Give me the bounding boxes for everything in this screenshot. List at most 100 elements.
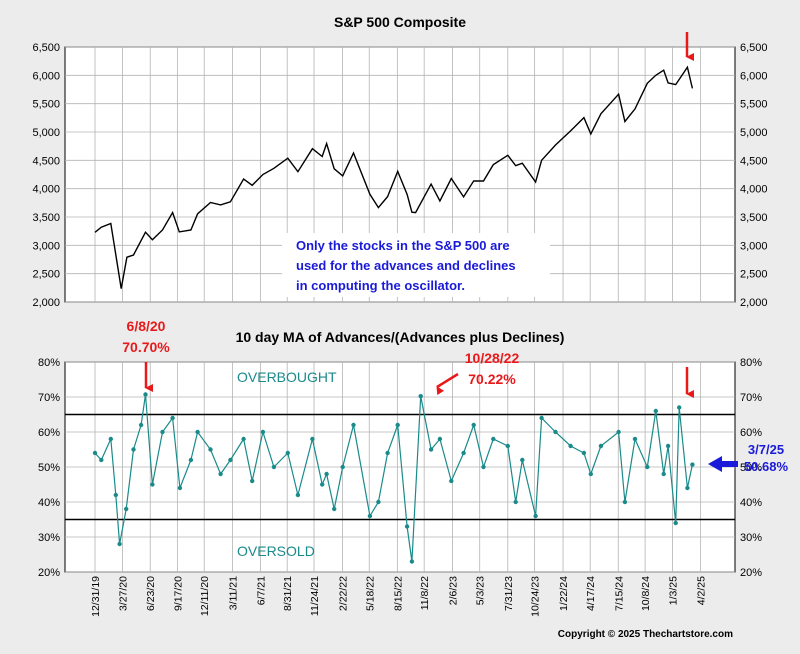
oscillator-point	[310, 436, 315, 442]
x-tick-label: 1/22/24	[558, 576, 570, 611]
oscillator-point	[113, 492, 119, 498]
bottom-y-tick-right: 80%	[740, 357, 762, 369]
x-tick-label: 5/18/22	[364, 576, 376, 611]
bottom-y-tick-left: 80%	[38, 357, 60, 369]
bottom-chart-title: 10 day MA of Advances/(Advances plus Dec…	[236, 329, 565, 345]
oscillator-point	[622, 499, 628, 505]
bottom-y-tick-left: 60%	[38, 427, 60, 439]
top-y-tick-left: 2,500	[32, 269, 60, 281]
oscillator-point	[653, 408, 658, 414]
callout-1-date: 6/8/20	[127, 318, 166, 334]
oscillator-point	[520, 457, 525, 463]
oscillator-point	[376, 499, 381, 505]
x-tick-label: 2/6/23	[448, 576, 460, 605]
x-tick-label: 8/15/22	[392, 576, 404, 611]
oscillator-point	[241, 436, 246, 442]
oscillator-point	[428, 447, 434, 452]
oscillator-point	[690, 462, 695, 467]
top-y-tick-right: 3,000	[740, 240, 768, 252]
top-y-axis-left: 2,000 2,500 3,000 3,500 4,000 4,500 5,000 5,500…	[32, 42, 60, 309]
sp500-series	[94, 65, 694, 289]
x-tick-label: 12/31/19	[90, 576, 102, 617]
top-y-tick-left: 4,000	[32, 184, 60, 196]
oscillator-point	[437, 436, 443, 442]
oscillator-point	[588, 471, 593, 477]
oscillator-point	[195, 429, 200, 435]
callout-1-value: 70.70%	[122, 339, 170, 355]
top-y-axis-right: 2,000 2,500 3,000 3,500 4,000 4,500 5,000 5,500…	[740, 42, 768, 309]
oscillator-point	[320, 482, 325, 487]
oscillator-point	[449, 478, 454, 484]
overbought-label: OVERBOUGHT	[237, 369, 337, 385]
bottom-y-tick-left: 50%	[38, 462, 60, 474]
oscillator-point	[108, 436, 114, 442]
top-y-tick-left: 5,000	[32, 127, 60, 139]
bottom-y-tick-left: 20%	[38, 567, 60, 579]
oscillator-point	[616, 429, 621, 435]
x-tick-label: 3/11/21	[228, 576, 240, 610]
x-tick-label: 4/2/25	[696, 576, 708, 605]
bottom-y-tick-right: 40%	[740, 497, 762, 509]
oscillator-point	[513, 499, 518, 505]
bottom-y-tick-right: 50%	[740, 462, 762, 474]
oscillator-point	[260, 429, 266, 435]
oscillator-point	[340, 464, 345, 470]
oscillator-point	[131, 447, 136, 452]
x-tick-label: 10/8/24	[640, 576, 652, 611]
oscillator-point	[673, 520, 678, 526]
oscillator-point	[395, 422, 400, 428]
top-y-tick-left: 4,500	[32, 155, 60, 167]
bottom-y-tick-left: 30%	[38, 532, 60, 544]
top-y-tick-left: 5,500	[32, 99, 60, 111]
x-tick-label: 6/23/20	[145, 576, 157, 611]
oscillator-point	[250, 478, 255, 484]
oscillator-point	[568, 443, 573, 449]
x-axis-labels: 12/31/19 3/27/20 6/23/20 9/17/20 12/11/20 3/1…	[90, 576, 708, 617]
top-y-tick-right: 3,500	[740, 212, 768, 224]
oscillator-point	[150, 482, 155, 487]
top-y-tick-left: 3,000	[32, 240, 60, 252]
top-y-tick-right: 5,000	[740, 127, 768, 139]
top-y-tick-right: 6,000	[740, 70, 768, 82]
top-y-tick-right: 4,000	[740, 184, 768, 196]
x-tick-label: 12/11/20	[199, 576, 211, 616]
oscillator-point	[92, 450, 98, 456]
note-box	[282, 233, 550, 297]
x-tick-label: 7/31/23	[503, 576, 515, 611]
x-tick-label: 8/31/21	[282, 576, 294, 611]
oscillator-point	[505, 443, 510, 449]
top-y-tick-right: 2,000	[740, 297, 768, 309]
oscillator-point	[404, 524, 410, 529]
top-chart-title: S&P 500 Composite	[334, 14, 466, 30]
callout-2-value: 70.22%	[468, 371, 516, 387]
oscillator-point	[385, 450, 390, 456]
oscillator-point	[295, 492, 301, 498]
x-tick-label: 7/15/24	[613, 576, 625, 611]
oscillator-point	[409, 559, 415, 564]
oscillator-point	[481, 464, 486, 470]
bottom-y-tick-right: 70%	[740, 392, 762, 404]
x-tick-label: 9/17/20	[172, 576, 184, 611]
oscillator-point	[285, 450, 290, 456]
oscillator-point	[632, 436, 638, 442]
top-y-tick-right: 6,500	[740, 42, 768, 54]
note-line-2: used for the advances and declines	[296, 258, 516, 273]
oscillator-point	[324, 471, 329, 477]
oscillator-point	[471, 422, 476, 428]
oscillator-point	[661, 471, 666, 477]
oscillator-point	[685, 485, 690, 491]
oscillator-point	[677, 405, 682, 410]
top-y-tick-left: 6,500	[32, 42, 60, 54]
oscillator-point	[170, 415, 175, 421]
callout-4-arrow	[708, 456, 738, 472]
oscillator-point	[533, 513, 538, 519]
oscillator-point	[228, 457, 233, 463]
x-tick-label: 5/3/23	[475, 576, 487, 605]
oscillator-point	[99, 457, 104, 463]
callout-2-date: 10/28/22	[465, 350, 520, 366]
bottom-y-tick-right: 60%	[740, 427, 762, 439]
oscillator-point	[351, 422, 356, 428]
top-y-tick-right: 2,500	[740, 269, 768, 281]
reference-lines	[65, 413, 735, 521]
